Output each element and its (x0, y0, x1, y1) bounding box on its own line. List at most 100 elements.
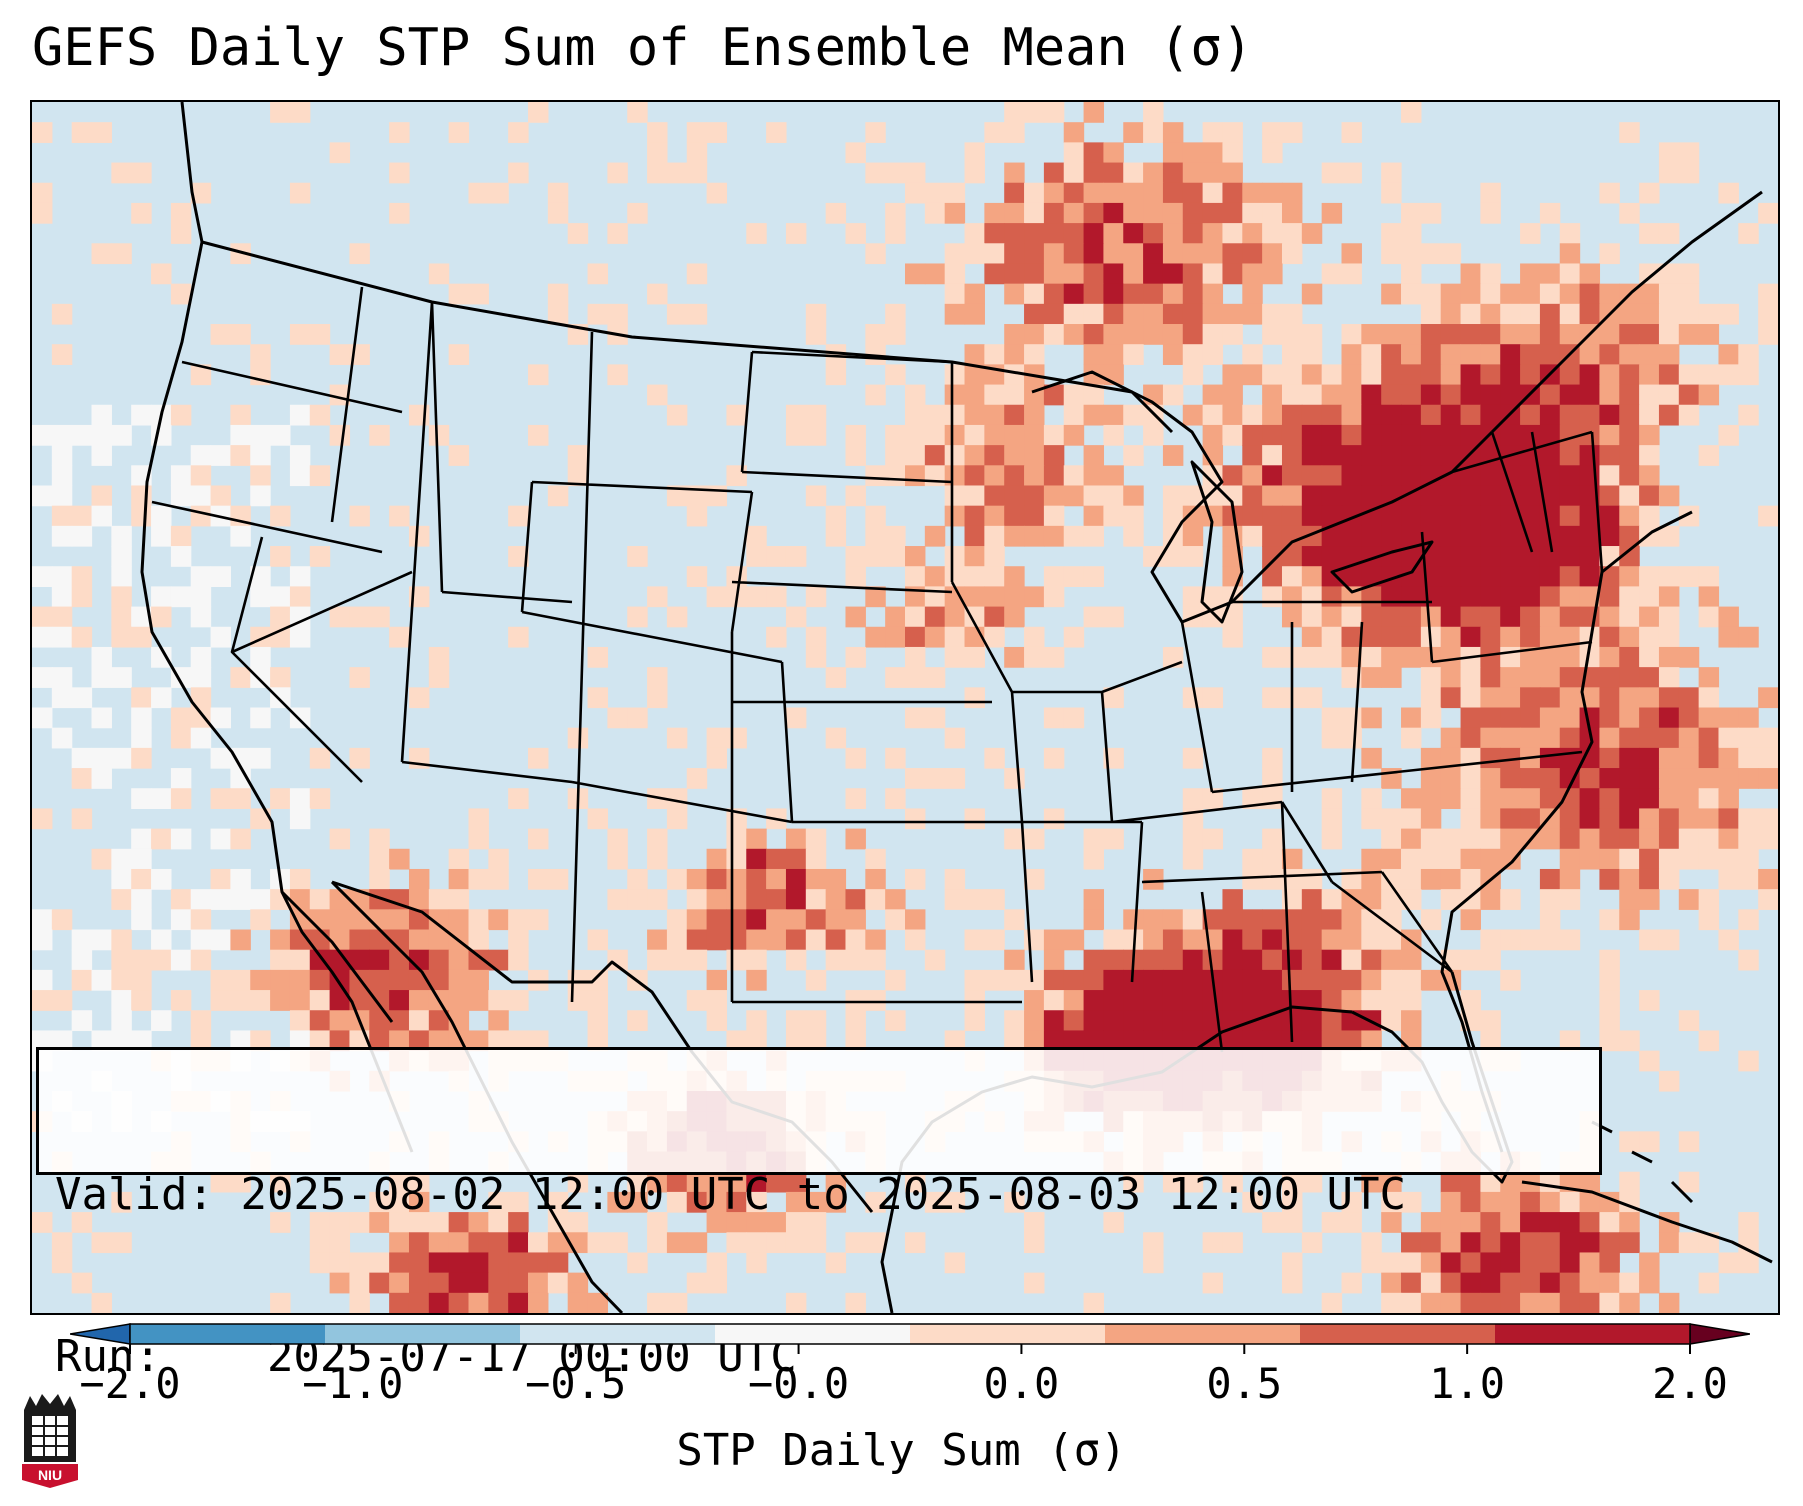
stp-cell (666, 303, 688, 325)
stp-cell (1202, 162, 1224, 184)
stp-cell (905, 606, 926, 628)
stp-cell (488, 949, 509, 971)
stp-cell (1500, 424, 1521, 446)
stp-cell (1539, 929, 1561, 951)
stp-cell (1301, 384, 1323, 406)
stp-cell (905, 626, 926, 648)
stp-cell (1262, 404, 1283, 426)
stp-cell (1381, 868, 1402, 890)
stp-cell (1639, 586, 1660, 608)
stp-cell (1420, 1272, 1442, 1294)
stp-cell (1460, 465, 1481, 487)
stp-cell (508, 1292, 529, 1313)
stp-cell (1599, 1272, 1620, 1294)
stp-cell (1361, 465, 1382, 487)
stp-cell (1381, 586, 1402, 608)
stp-cell (944, 768, 966, 789)
stp-cell (1639, 626, 1660, 648)
stp-cell (1420, 344, 1442, 365)
validity-info-box: Valid: 2025-08-02 12:00 UTC to 2025-08-0… (36, 1047, 1602, 1382)
stp-cell (726, 1171, 747, 1193)
stp-cell (1460, 525, 1481, 547)
stp-cell (1083, 525, 1105, 547)
stp-cell (686, 1171, 708, 1193)
stp-cell (270, 1171, 291, 1193)
stp-cell (210, 747, 232, 769)
stp-cell (607, 223, 628, 244)
stp-cell (1103, 687, 1124, 709)
stp-cell (984, 223, 1005, 244)
stp-cell (170, 909, 192, 931)
stp-cell (845, 1232, 866, 1254)
stp-cell (131, 404, 152, 426)
stp-cell (1619, 848, 1640, 870)
stp-cell (924, 445, 946, 466)
stp-cell (1420, 283, 1442, 305)
stp-cell (1480, 768, 1501, 789)
stp-cell (1242, 525, 1263, 547)
stp-cell (1024, 525, 1045, 547)
stp-cell (1123, 404, 1144, 426)
stp-cell (647, 1292, 668, 1313)
stp-cell (1520, 324, 1541, 345)
stp-cell (726, 1232, 747, 1254)
stp-cell (1043, 646, 1065, 668)
stp-cell (349, 1292, 370, 1313)
stp-cell (1083, 364, 1105, 386)
stp-cell (1619, 1131, 1640, 1153)
stp-cell (1658, 727, 1680, 749)
stp-cell (1381, 364, 1402, 386)
stp-cell (1321, 929, 1343, 951)
stp-cell (1361, 929, 1382, 951)
stp-cell (666, 909, 688, 931)
stp-cell (289, 626, 311, 648)
stp-cell (1599, 525, 1620, 547)
stp-cell (1341, 566, 1362, 587)
stp-cell (1500, 889, 1521, 910)
stp-cell (1381, 909, 1402, 931)
stp-cell (1738, 868, 1759, 890)
stp-cell (170, 465, 192, 487)
stp-cell (1004, 505, 1025, 527)
stp-cell (210, 1171, 232, 1193)
stp-cell (1460, 303, 1481, 325)
stp-cell (1242, 303, 1263, 325)
stp-cell (91, 505, 112, 527)
stp-cell (1420, 202, 1442, 224)
colorbar-tick-label-3: −0.0 (748, 1359, 849, 1408)
stp-cell (1024, 1212, 1045, 1233)
stp-cell (1401, 1252, 1422, 1274)
stp-cell (924, 182, 946, 204)
stp-cell (1539, 586, 1561, 608)
stp-cell (1639, 808, 1660, 830)
stp-cell (944, 868, 966, 890)
stp-cell (1162, 505, 1184, 527)
stp-cell (1440, 848, 1462, 870)
stp-cell (1559, 646, 1581, 668)
stp-cell (1361, 485, 1382, 507)
stp-cell (964, 142, 985, 164)
stp-cell (944, 243, 966, 265)
stp-cell (1043, 525, 1065, 547)
stp-cell (1162, 122, 1184, 143)
stp-cell (32, 606, 53, 628)
stp-cell (91, 969, 112, 991)
stp-cell (1658, 606, 1680, 628)
stp-cell (1738, 949, 1759, 971)
stp-cell (686, 929, 708, 951)
stp-cell (1361, 424, 1382, 446)
stp-cell (1103, 243, 1124, 265)
stp-cell (508, 122, 529, 143)
stp-cell (1460, 344, 1481, 365)
stp-cell (1143, 223, 1164, 244)
stp-cell (1182, 586, 1204, 608)
stp-cell (508, 1030, 529, 1052)
stp-cell (1063, 1010, 1085, 1032)
stp-cell (1341, 324, 1362, 345)
stp-cell (647, 889, 668, 910)
stp-cell (805, 303, 827, 325)
stp-cell (1401, 1191, 1422, 1213)
stp-cell (468, 1212, 489, 1233)
stp-cell (170, 202, 192, 224)
stp-cell (289, 586, 311, 608)
